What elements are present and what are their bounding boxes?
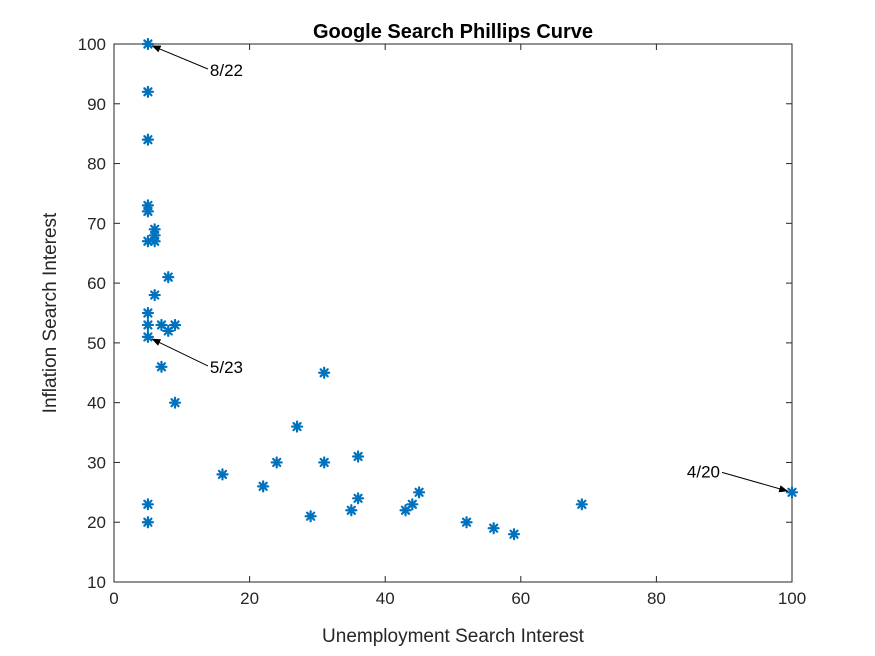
data-point	[460, 516, 473, 529]
data-point	[168, 396, 182, 409]
annotation-label: 8/22	[210, 61, 243, 80]
data-point	[345, 504, 358, 517]
y-tick-label: 40	[87, 394, 106, 413]
y-tick-label: 80	[87, 155, 106, 174]
annotation-arrow	[721, 471, 789, 493]
x-tick-label: 100	[778, 589, 806, 608]
data-point	[148, 288, 161, 302]
data-point	[270, 456, 283, 469]
data-point	[141, 37, 154, 51]
x-tick-label: 20	[240, 589, 259, 608]
x-tick-label: 80	[647, 589, 666, 608]
data-point	[785, 486, 799, 499]
data-point	[162, 271, 175, 284]
data-point	[141, 85, 154, 98]
data-point	[399, 504, 412, 517]
y-tick-label: 10	[87, 573, 106, 592]
data-point	[141, 516, 154, 529]
x-tick-label: 60	[511, 589, 530, 608]
data-point	[413, 486, 426, 499]
x-axis-label: Unemployment Search Interest	[322, 626, 585, 647]
data-point	[155, 360, 168, 373]
data-point	[148, 235, 161, 248]
data-point	[141, 205, 154, 218]
y-tick-label: 20	[87, 513, 106, 532]
data-points	[141, 37, 799, 541]
axis-ticks: 0 20 40 60 80 100 10 20 30 40 50 60 70 80 90 100	[78, 35, 807, 608]
data-point	[487, 522, 500, 535]
y-tick-label: 90	[87, 95, 106, 114]
data-point	[304, 510, 317, 523]
x-tick-label: 0	[109, 589, 118, 608]
data-point	[257, 480, 270, 493]
y-axis-label: Inflation Search Interest	[40, 212, 61, 413]
annotation-label: 5/23	[210, 358, 243, 377]
data-point	[141, 318, 154, 332]
plot-area	[113, 43, 793, 583]
data-point	[318, 456, 331, 469]
annotation-arrow	[151, 338, 209, 367]
data-point	[507, 528, 521, 541]
y-tick-label: 60	[87, 274, 106, 293]
data-point	[216, 468, 229, 481]
data-point	[141, 330, 154, 344]
data-point	[351, 450, 365, 463]
data-point	[141, 133, 154, 146]
data-point	[141, 498, 154, 511]
x-tick-label: 40	[376, 589, 395, 608]
chart-title: Google Search Phillips Curve	[313, 21, 593, 43]
annotation-label: 4/20	[687, 462, 720, 481]
data-point	[290, 420, 304, 433]
data-point	[141, 306, 154, 320]
annotations: 8/22 5/23 4/20	[151, 45, 789, 493]
annotation-arrow	[151, 45, 209, 70]
y-tick-label: 30	[87, 453, 106, 472]
y-tick-label: 70	[87, 214, 106, 233]
data-point	[575, 498, 588, 511]
y-tick-label: 100	[78, 35, 106, 54]
data-point	[406, 498, 419, 511]
data-point	[168, 318, 182, 332]
y-tick-label: 50	[87, 334, 106, 353]
data-point	[318, 366, 331, 379]
data-point	[351, 492, 365, 505]
